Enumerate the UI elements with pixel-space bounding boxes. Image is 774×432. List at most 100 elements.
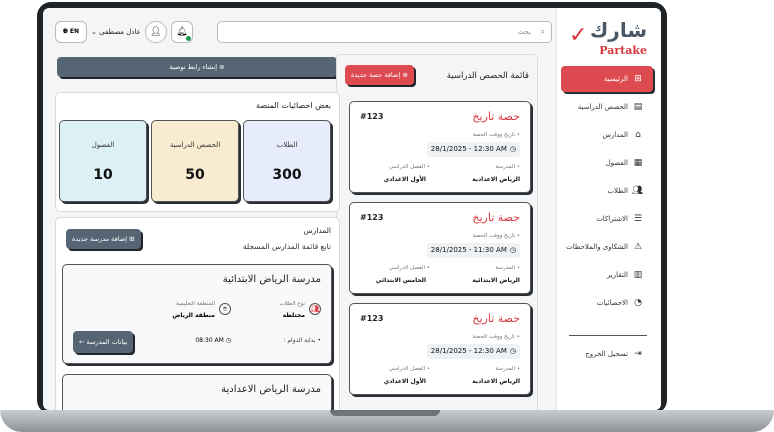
stat-value: 50 [185, 167, 205, 183]
stats-panel: بعض احصائيات المنصة الطلاب 300 الحصص الدرا… [55, 92, 340, 212]
lesson-id: #123 [360, 213, 384, 222]
sidebar-item-2[interactable]: ⌂ المدارس [561, 122, 653, 148]
logo[interactable]: شارك Partake ✓ [569, 18, 647, 62]
stat-label: الحصص الدراسية [169, 141, 221, 149]
logout-button[interactable]: ⇥ تسجيل الخروج [561, 341, 653, 367]
add-lesson-button[interactable]: ⊕ إضافة حصة جديدة [345, 65, 414, 85]
lesson-card[interactable]: حصة تاريخ #123 • تاريخ ووقت الحصة ◷ 28/1/… [349, 303, 531, 395]
divider [569, 335, 647, 336]
add-folder-icon: ⊞ [129, 235, 135, 243]
stat-value: 300 [272, 167, 302, 183]
school-label: • المدرسة [495, 366, 520, 372]
lesson-datetime: ◷ 28/1/2025 - 11:30 AM [426, 243, 520, 258]
stat-value: 10 [93, 167, 113, 183]
sidebar-item-0[interactable]: ⊞ الرئيسية [561, 66, 653, 92]
document-icon: ▤ [633, 102, 643, 112]
school-name: مدرسة الرياض الاعدادية [221, 384, 321, 395]
school-name: مدرسة الرياض الابتدائية [222, 274, 321, 285]
stat-label: الفصول [91, 141, 115, 149]
sidebar-item-1[interactable]: ▤ الحصص الدراسية [561, 94, 653, 120]
datetime-value: 28/1/2025 - 12:30 AM [430, 347, 507, 355]
user-icon: 👤︎ [150, 27, 162, 37]
sidebar-item-label: الطلاب [607, 187, 628, 195]
clock-icon: ◷ [509, 145, 516, 153]
chart-icon: ▥ [633, 270, 643, 280]
start-time-value: 08:30 AM [195, 337, 224, 344]
location-icon: ⌾ [219, 303, 231, 315]
type-value: مختلطة [282, 312, 305, 319]
lessons-title: قائمة الحصص الدراسية [446, 71, 529, 81]
sidebar-item-6[interactable]: ⚠︎ الشكاوى والملاحظات [561, 234, 653, 260]
user-menu[interactable]: عادل مصطفى ⌄ [91, 28, 141, 36]
school-card: مدرسة الرياض الاعدادية [62, 374, 332, 410]
add-lesson-label: إضافة حصة جديدة [351, 71, 401, 79]
sidebar-item-label: التقارير [606, 271, 628, 279]
datetime-label-text: تاريخ ووقت الحصة [472, 334, 515, 340]
class-label: • الفصل الدراسي [388, 164, 430, 170]
lesson-name: حصة تاريخ [472, 211, 520, 224]
stat-card: الحصص الدراسية 50 [151, 120, 239, 202]
user-name: عادل مصطفى [99, 28, 141, 36]
school-icon: ⌂ [635, 130, 641, 140]
users-icon: 👥︎ [631, 186, 643, 196]
laptop-base [0, 410, 774, 432]
sidebar-item-7[interactable]: ▥ التقارير [561, 262, 653, 288]
class-label-text: الفصل الدراسي [388, 164, 425, 170]
clock-icon: ◷ [509, 347, 516, 355]
datetime-label: • تاريخ ووقت الحصة [472, 334, 520, 340]
lesson-school: الرياض الابتدائية [472, 277, 520, 284]
sidebar-item-8[interactable]: ◔ الاحصائيات [561, 290, 653, 316]
classroom-icon: ▦ [633, 158, 643, 168]
sidebar-item-label: المدارس [602, 131, 628, 139]
lesson-class: الأول الاعدادي [383, 378, 426, 385]
sidebar-item-label: الشكاوى والملاحظات [566, 243, 628, 251]
datetime-label: • تاريخ ووقت الحصة [472, 233, 520, 239]
avatar[interactable]: 👤︎ [144, 21, 167, 43]
sidebar-item-3[interactable]: ▦ الفصول [561, 150, 653, 176]
stats-title: بعض احصائيات المنصة [255, 101, 331, 110]
sidebar-item-label: الاشتراكات [596, 215, 628, 223]
schools-subtitle: تابع قائمة المدارس المسجلة [242, 242, 331, 251]
header-actions: 🔔︎ 👤︎ عادل مصطفى ⌄ 🌐︎ EN [55, 21, 193, 43]
pie-chart-icon: ◔ [634, 298, 642, 308]
language-label: EN [69, 28, 80, 35]
lesson-card[interactable]: حصة تاريخ #123 • تاريخ ووقت الحصة ◷ 28/1/… [349, 101, 531, 193]
link-icon: ⊚ [219, 63, 225, 71]
search-input[interactable]: ⌕ بحث [217, 21, 552, 43]
class-label: • الفصل الدراسي [388, 265, 430, 271]
search-placeholder: بحث [517, 28, 531, 36]
clock-icon: ◷ [225, 337, 231, 344]
sidebar-item-label: الفصول [605, 159, 628, 167]
lesson-class: الأول الاعدادي [383, 176, 426, 183]
notifications-button[interactable]: 🔔︎ [170, 21, 193, 43]
add-school-button[interactable]: ⊞ إضافة مدرسة جديدة [66, 229, 141, 249]
lesson-id: #123 [360, 112, 384, 121]
sidebar-item-5[interactable]: ☰ الاشتراكات [561, 206, 653, 232]
lesson-name: حصة تاريخ [472, 110, 520, 123]
stat-card: الفصول 10 [59, 120, 147, 202]
sidebar: شارك Partake ✓ ⊞ الرئيسية ▤ الحصص الدراسية ⌂… [556, 8, 661, 410]
sidebar-item-label: الرئيسية [603, 75, 628, 83]
school-label-text: المدرسة [495, 164, 515, 170]
subscription-icon: ☰ [633, 214, 643, 224]
logout-icon: ⇥ [634, 349, 642, 359]
create-referral-link-button[interactable]: ⊚ إنشاء رابط توصية [57, 57, 337, 77]
lesson-datetime: ◷ 28/1/2025 - 12:30 AM [426, 344, 520, 359]
clock-icon: ◷ [509, 246, 516, 254]
sidebar-item-4[interactable]: 👥︎ الطلاب [561, 178, 653, 204]
lesson-name: حصة تاريخ [472, 312, 520, 325]
lesson-card[interactable]: حصة تاريخ #123 • تاريخ ووقت الحصة ◷ 28/1/… [349, 202, 531, 294]
referral-label: إنشاء رابط توصية [169, 63, 218, 71]
schools-panel: المدارس تابع قائمة المدارس المسجلة ⊞ إضا… [55, 217, 340, 410]
start-label: • بداية الدوام : [283, 337, 321, 344]
start-label-text: بداية الدوام : [283, 337, 316, 344]
lesson-class: الخامس الابتدائي [375, 277, 426, 284]
datetime-label: • تاريخ ووقت الحصة [472, 132, 520, 138]
notification-dot [185, 36, 191, 41]
arrow-left-icon: ← [79, 338, 85, 346]
language-button[interactable]: 🌐︎ EN [55, 21, 87, 43]
school-label: • المدرسة [495, 265, 520, 271]
sidebar-item-label: الاحصائيات [596, 299, 628, 307]
stat-card: الطلاب 300 [243, 120, 331, 202]
school-details-button[interactable]: بيانات المدرسة ← [73, 331, 134, 353]
